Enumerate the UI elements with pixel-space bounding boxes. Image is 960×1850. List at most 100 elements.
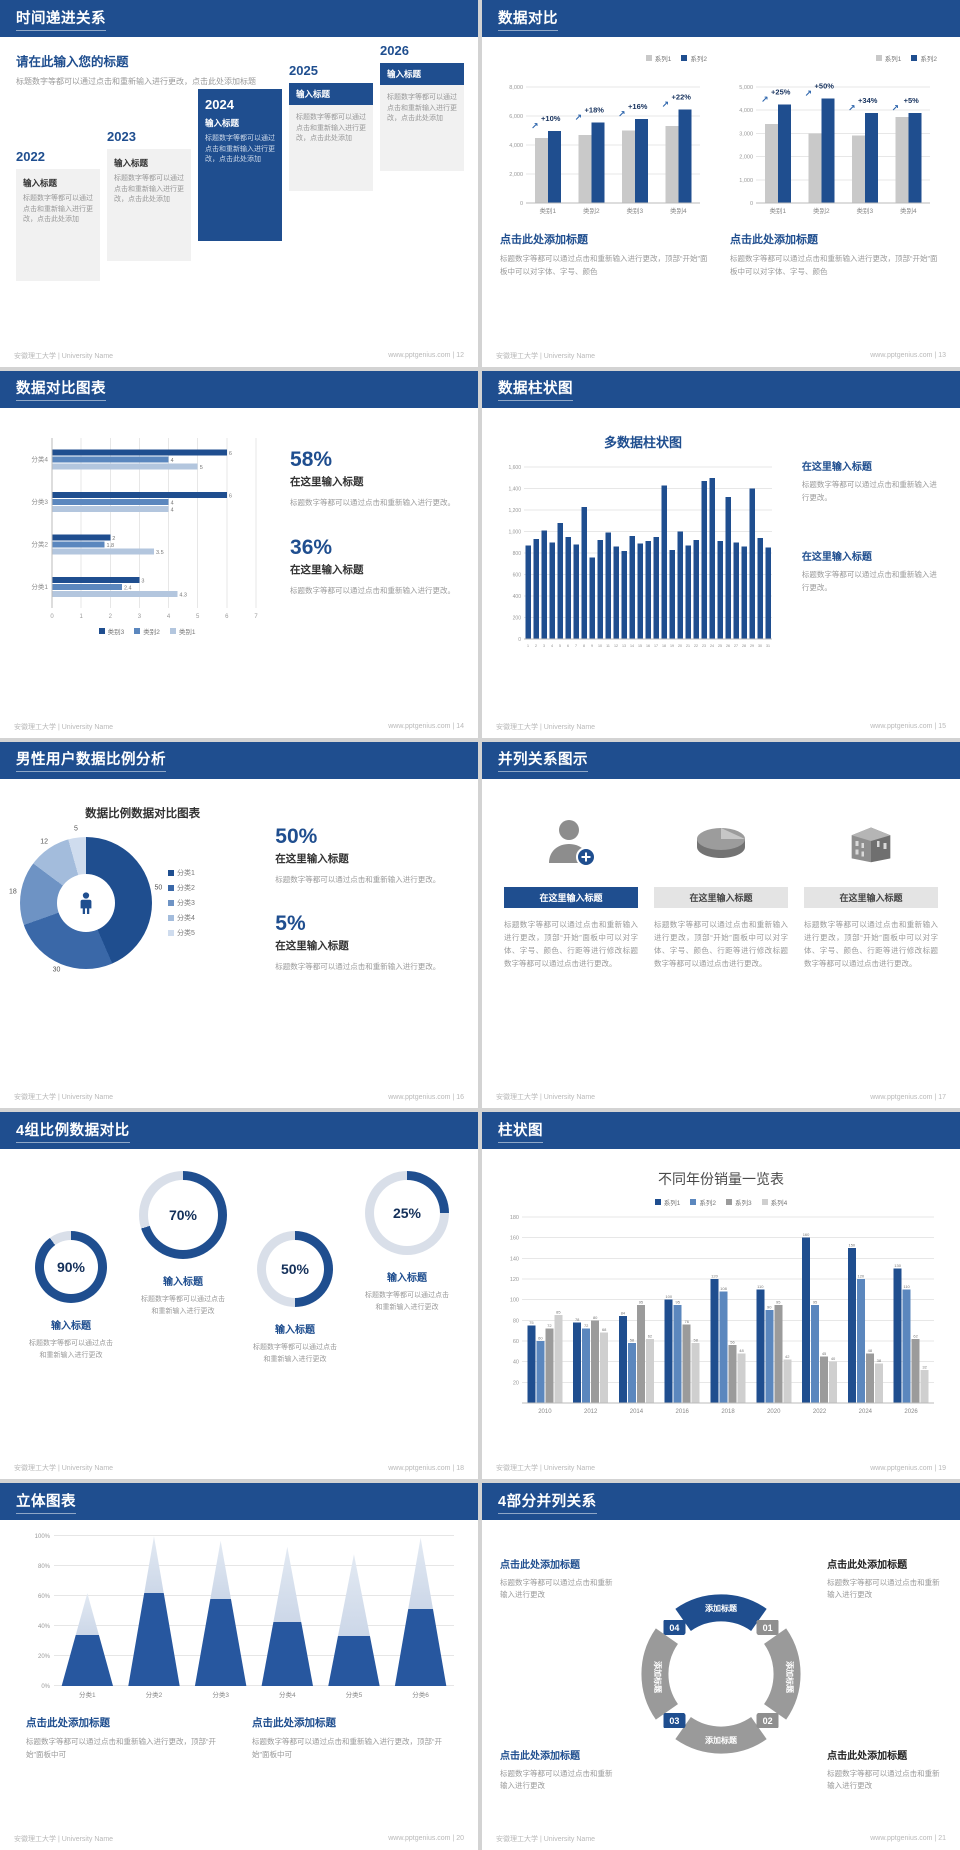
svg-text:29: 29 [750, 644, 754, 648]
timeline-item-title: 输入标题 [380, 63, 464, 85]
svg-text:6: 6 [229, 493, 232, 499]
svg-text:90: 90 [767, 1305, 772, 1310]
svg-text:分类2: 分类2 [31, 539, 48, 548]
slide-footer: 安徽理工大学 | University Name www.pptgenius.c… [0, 1457, 478, 1479]
svg-text:95: 95 [776, 1300, 781, 1305]
ratio-column: 70% 输入标题 标题数字等都可以通过点击和重新输入进行更改 [134, 1167, 232, 1439]
stat-block: 点击此处添加标题 标题数字等都可以通过点击和重新输入进行更改 [500, 1747, 615, 1792]
block-body: 标题数字等都可以通过点击和重新输入进行更改 [827, 1768, 940, 1790]
slide-3d-chart[interactable]: 立体图表 0% 20% 40% 60% 80% 100% 分类1 分类2 分类3 分类4 分类5 分… [0, 1483, 478, 1850]
stats-panel: 58% 在这里输入标题 标题数字等都可以通过点击和重新输入进行更改。 36% 在… [290, 434, 458, 706]
svg-text:+25%: +25% [771, 87, 791, 96]
svg-text:添加标题: 添加标题 [705, 1603, 738, 1613]
block-body: 标题数字等都可以通过点击和重新输入进行更改 [365, 1292, 449, 1311]
timeline-item-title: 输入标题 [205, 118, 240, 128]
ratio-column: 50% 输入标题 标题数字等都可以通过点击和重新输入进行更改 [246, 1167, 344, 1439]
svg-text:6: 6 [567, 644, 569, 648]
svg-text:80: 80 [513, 1319, 519, 1325]
footer-site-page: www.pptgenius.com | 21 [870, 1835, 946, 1843]
block-body: 标题数字等都可以通过点击和重新输入进行更改 [500, 1768, 613, 1790]
svg-text:分类3: 分类3 [31, 497, 48, 506]
slide-title: 男性用户数据比例分析 [16, 748, 166, 773]
slide-body: 数据比例数据对比图表 50 30 18 12 5 分类1 分类2 分类3 分类4 分类5 50% [0, 779, 478, 1087]
slide-comparison-chart[interactable]: 数据对比图表 0 1 2 3 4 5 6 7 分类4 6 4 5 分类3 6 4 4 分类2 2 1.8 3.5 分类1… [0, 370, 478, 738]
footer-university: 安徽理工大学 | University Name [14, 1094, 114, 1102]
slide-title-bar: 数据柱状图 [482, 370, 960, 408]
svg-text:130: 130 [894, 1264, 901, 1269]
svg-text:1: 1 [527, 644, 529, 648]
ring-value: 50% [280, 1261, 310, 1278]
slide-body: 系列1 系列2 0 2,000 4,000 6,000 8,000 类别1 +10% ↗ 类别2 +… [482, 37, 960, 345]
svg-text:1,200: 1,200 [508, 508, 521, 514]
donut-chart: 50 30 18 12 5 [8, 825, 163, 974]
svg-text:↗: ↗ [891, 103, 899, 113]
svg-text:02: 02 [763, 1716, 773, 1726]
svg-text:1,400: 1,400 [508, 486, 521, 492]
svg-text:添加标题: 添加标题 [705, 1735, 738, 1745]
stat-block: 36% 在这里输入标题 标题数字等都可以通过点击和重新输入进行更改。 [290, 536, 458, 598]
footer-site-page: www.pptgenius.com | 18 [388, 1464, 464, 1472]
stat-block: 在这里输入标题 标题数字等都可以通过点击和重新输入进行更改。 [802, 548, 944, 595]
svg-text:类别4: 类别4 [670, 206, 687, 215]
slide-four-ratio-comparison[interactable]: 4组比例数据对比 90% 输入标题 标题数字等都可以通过点击和重新输入进行更改 … [0, 1112, 478, 1480]
svg-text:2: 2 [109, 614, 113, 620]
slide-data-comparison[interactable]: 数据对比 系列1 系列2 0 2,000 4,000 6,000 8,000 类别1 +10%… [482, 0, 960, 367]
svg-text:4: 4 [167, 614, 171, 620]
slide-title: 数据柱状图 [498, 377, 573, 402]
timeline: 2022 输入标题 标题数字等都可以通过点击和重新输入进行更改，点击此处添加 2… [16, 37, 464, 281]
svg-text:14: 14 [630, 644, 634, 648]
stat-block: 50% 在这里输入标题 标题数字等都可以通过点击和重新输入进行更改。 [275, 825, 458, 887]
slide-column-chart[interactable]: 数据柱状图 多数据柱状图 0 200 400 600 800 1,000 1,200 1,40… [482, 370, 960, 738]
svg-text:2022: 2022 [813, 1409, 827, 1415]
block-body: 标题数字等都可以通过点击和重新输入进行更改。 [290, 585, 456, 595]
block-title: 点击此处添加标题 [500, 1750, 580, 1762]
chart-legend: 系列1 系列2 [730, 53, 942, 63]
svg-text:42: 42 [785, 1354, 790, 1359]
footer-university: 安徽理工大学 | University Name [14, 1835, 114, 1843]
svg-text:类别2: 类别2 [813, 206, 830, 215]
slide-title-bar: 4部分并列关系 [482, 1483, 960, 1521]
male-icon [80, 891, 92, 914]
grouped-column-chart: 0 2,000 4,000 6,000 8,000 类别1 +10% ↗ 类别2 +18% ↗ 类别3… [500, 65, 712, 215]
block-title: 在这里输入标题 [801, 552, 872, 564]
svg-text:4: 4 [171, 500, 174, 506]
percent-value: 5% [275, 912, 306, 936]
ratio-column: 25% 输入标题 标题数字等都可以通过点击和重新输入进行更改 [358, 1167, 456, 1439]
svg-text:20: 20 [678, 644, 682, 648]
svg-text:180: 180 [510, 1215, 519, 1221]
footer-university: 安徽理工大学 | University Name [14, 1465, 114, 1473]
svg-text:30: 30 [758, 644, 762, 648]
svg-text:110: 110 [903, 1284, 910, 1289]
timeline-step: 2023 输入标题 标题数字等都可以通过点击和重新输入进行更改，点击此处添加 [107, 129, 191, 281]
svg-text:40: 40 [513, 1360, 519, 1366]
stats-panel: 在这里输入标题 标题数字等都可以通过点击和重新输入进行更改。 在这里输入标题 标… [802, 428, 944, 696]
slide-bar-chart[interactable]: 柱状图 不同年份销量一览表 系列1 系列2 系列3 系列4 20 40 60 80 100 12… [482, 1112, 960, 1480]
svg-text:2016: 2016 [676, 1409, 690, 1415]
svg-text:2020: 2020 [767, 1409, 781, 1415]
svg-text:100: 100 [510, 1298, 519, 1304]
svg-text:84: 84 [621, 1311, 626, 1316]
slide-title-bar: 柱状图 [482, 1112, 960, 1150]
stat-block: 点击此处添加标题 标题数字等都可以通过点击和重新输入进行更改 [827, 1747, 942, 1792]
svg-text:20: 20 [513, 1381, 519, 1387]
timeline-year: 2026 [380, 43, 409, 58]
svg-text:分类1: 分类1 [31, 582, 48, 591]
svg-text:2018: 2018 [721, 1409, 735, 1415]
slide-time-progression[interactable]: 时间递进关系 请在此输入您的标题 标题数字等都可以通过点击和重新输入进行更改，点… [0, 0, 478, 367]
chart-legend: 系列1 系列2 [500, 53, 712, 63]
svg-text:类别4: 类别4 [900, 206, 917, 215]
slide-body: 0% 20% 40% 60% 80% 100% 分类1 分类2 分类3 分类4 分类5 分类6 点击… [0, 1520, 478, 1828]
svg-text:8,000: 8,000 [509, 85, 523, 91]
slide-male-ratio-analysis[interactable]: 男性用户数据比例分析 数据比例数据对比图表 50 30 18 12 5 分类1 分类2 分类… [0, 741, 478, 1109]
svg-text:+50%: +50% [815, 82, 835, 91]
slide-footer: 安徽理工大学 | University Name www.pptgenius.c… [0, 1086, 478, 1108]
slide-footer: 安徽理工大学 | University Name www.pptgenius.c… [0, 716, 478, 738]
svg-text:62: 62 [648, 1334, 653, 1339]
timeline-card: 标题数字等都可以通过点击和重新输入进行更改，点击此处添加 [380, 85, 464, 171]
svg-text:6,000: 6,000 [509, 114, 523, 120]
slide-parallel-relationship[interactable]: 并列关系图示 在这里输入标题 标题数字等都可以通过点击和重新输入进行更改，顶部“… [482, 741, 960, 1109]
slide-four-part-relationship[interactable]: 4部分并列关系 点击此处添加标题 标题数字等都可以通过点击和重新输入进行更改 点… [482, 1483, 960, 1850]
footer-university: 安徽理工大学 | University Name [14, 352, 114, 360]
svg-text:6: 6 [229, 451, 232, 457]
timeline-step: 2022 输入标题 标题数字等都可以通过点击和重新输入进行更改，点击此处添加 [16, 149, 100, 281]
